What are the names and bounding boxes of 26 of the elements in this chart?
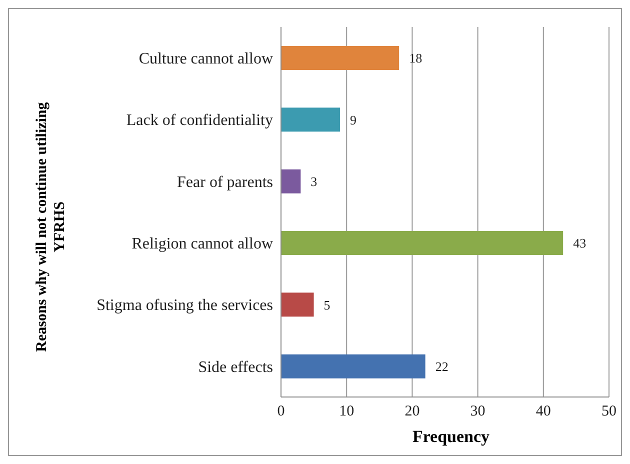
- x-tick-label: 10: [339, 404, 354, 420]
- x-tick-label: 20: [404, 404, 420, 420]
- y-axis-title: Reasons why will not continue utilizing YFRHS: [33, 101, 69, 354]
- y-tick-label: Side effects: [198, 358, 273, 376]
- bar: [281, 354, 426, 378]
- x-tick-label: 0: [277, 404, 285, 420]
- y-tick-label: Fear of parents: [177, 174, 273, 191]
- bar: [281, 46, 400, 70]
- data-label: 18: [409, 50, 422, 66]
- bar: [281, 108, 340, 132]
- data-label: 5: [324, 297, 330, 312]
- data-label: 9: [350, 112, 357, 128]
- y-tick-label: Religion cannot allow: [132, 236, 274, 253]
- data-label: 43: [573, 236, 586, 251]
- x-tick-label: 50: [602, 404, 616, 420]
- y-tick-label: Stigma ofusing the services: [96, 297, 273, 314]
- data-label: 3: [310, 174, 318, 189]
- bar: [281, 231, 564, 255]
- y-tick-label: Culture cannot allow: [138, 50, 274, 68]
- y-tick-label: Lack of confidentiality: [126, 112, 273, 130]
- x-tick-label: 40: [536, 404, 551, 420]
- data-label: 22: [435, 358, 448, 374]
- bar: [281, 292, 314, 317]
- x-tick-label: 30: [470, 404, 486, 420]
- bar: [281, 169, 301, 194]
- x-axis-title: Frequency: [411, 427, 491, 447]
